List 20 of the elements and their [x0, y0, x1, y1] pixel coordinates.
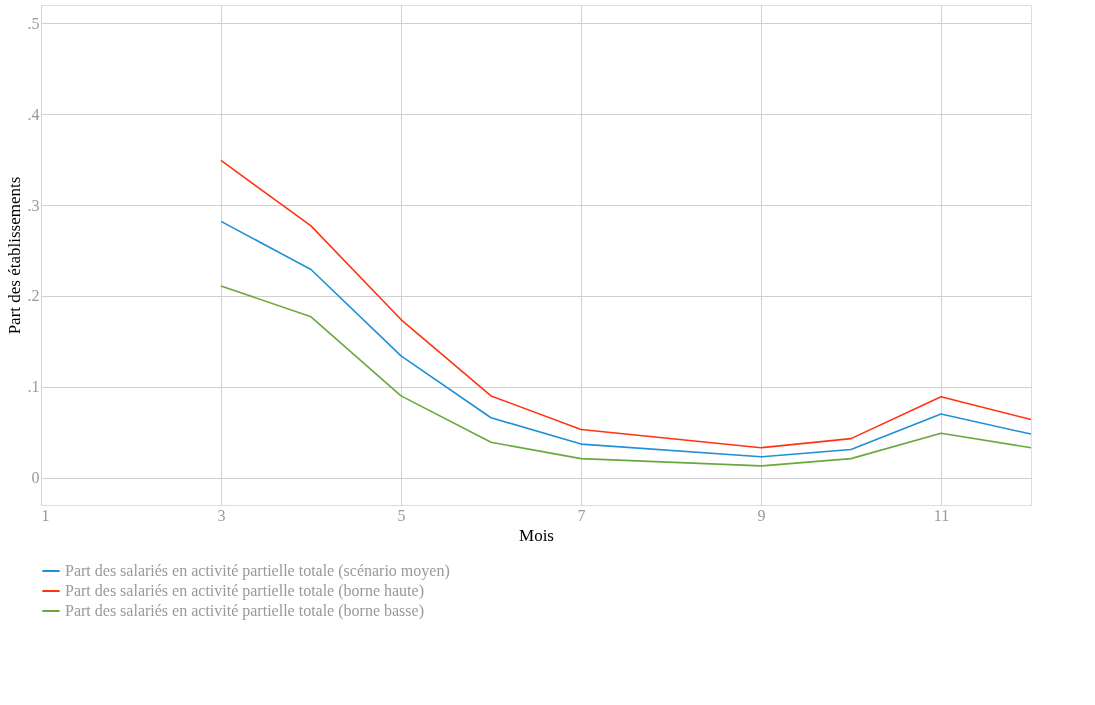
x-tick-label: 7	[577, 506, 586, 524]
y-tick-label: .1	[27, 378, 40, 396]
x-tick-label: 9	[757, 506, 766, 524]
legend-label: Part des salariés en activité partielle totale (borne basse)	[65, 602, 424, 620]
y-tick-label: .2	[27, 287, 40, 305]
x-axis-title: Mois	[519, 525, 554, 545]
line-series	[220, 159, 1032, 449]
y-tick-label: .4	[27, 105, 40, 123]
x-tick-label: 1	[41, 506, 50, 524]
y-tick-label: 0	[31, 469, 40, 487]
y-tick-label: .3	[27, 196, 40, 214]
line-series	[220, 285, 1032, 467]
line-series	[220, 220, 1032, 458]
x-tick-label: 5	[397, 506, 406, 524]
legend-label: Part des salariés en activité partielle totale (scénario moyen)	[65, 562, 450, 580]
x-tick-label: 11	[933, 506, 950, 524]
x-tick-label: 3	[217, 506, 226, 524]
legend-label: Part des salariés en activité partielle totale (borne haute)	[65, 582, 424, 600]
y-tick-label: .5	[27, 14, 40, 32]
y-axis-title: Part des établissements	[4, 176, 24, 335]
